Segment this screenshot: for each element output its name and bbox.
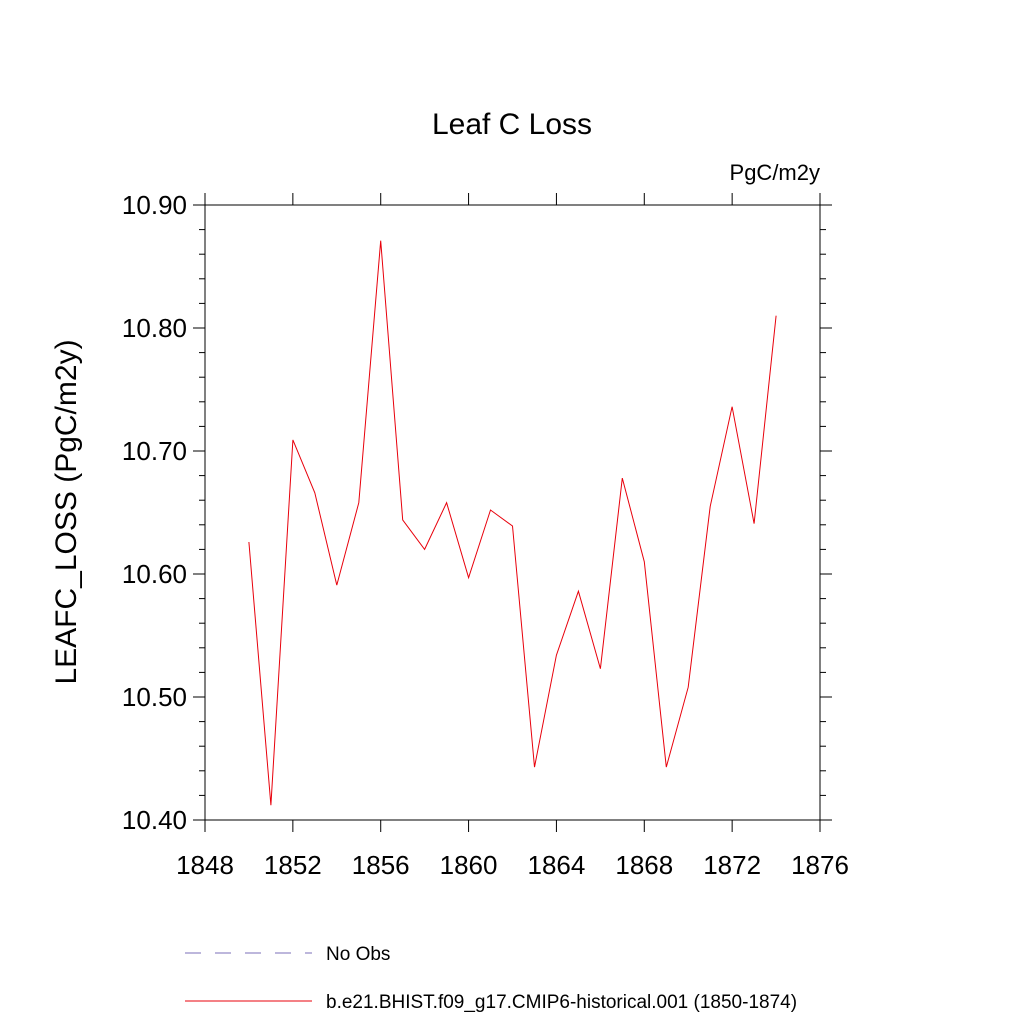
y-tick-label: 10.50 xyxy=(122,682,187,712)
x-tick-label: 1868 xyxy=(615,850,673,880)
legend-label: b.e21.BHIST.f09_g17.CMIP6-historical.001… xyxy=(326,992,797,1013)
x-tick-label: 1860 xyxy=(440,850,498,880)
plot-frame xyxy=(204,204,821,821)
x-tick-label: 1876 xyxy=(791,850,849,880)
legend-label: No Obs xyxy=(326,944,390,965)
x-axis: 1848 1852 1856 1860 1864 1868 1872 1876 xyxy=(176,193,849,880)
y-tick-label: 10.60 xyxy=(122,559,187,589)
y-tick-label: 10.70 xyxy=(122,436,187,466)
series-group xyxy=(248,240,777,806)
y-axis: 10.40 10.50 10.60 10.70 10.80 10.90 xyxy=(122,190,832,835)
x-tick-label: 1848 xyxy=(176,850,234,880)
y-tick-label: 10.40 xyxy=(122,805,187,835)
x-tick-label: 1872 xyxy=(703,850,761,880)
y-axis-label: LEAFC_LOSS (PgC/m2y) xyxy=(50,339,83,684)
x-tick-label: 1856 xyxy=(352,850,410,880)
y-tick-label: 10.80 xyxy=(122,313,187,343)
y-tick-label: 10.90 xyxy=(122,190,187,220)
x-tick-label: 1852 xyxy=(264,850,322,880)
chart-title: Leaf C Loss xyxy=(432,108,592,141)
units-label: PgC/m2y xyxy=(730,160,820,185)
x-tick-label: 1864 xyxy=(528,850,586,880)
legend: No Obs b.e21.BHIST.f09_g17.CMIP6-historic… xyxy=(185,944,797,1013)
series-line xyxy=(248,240,777,806)
plot-frame-group xyxy=(204,204,821,821)
